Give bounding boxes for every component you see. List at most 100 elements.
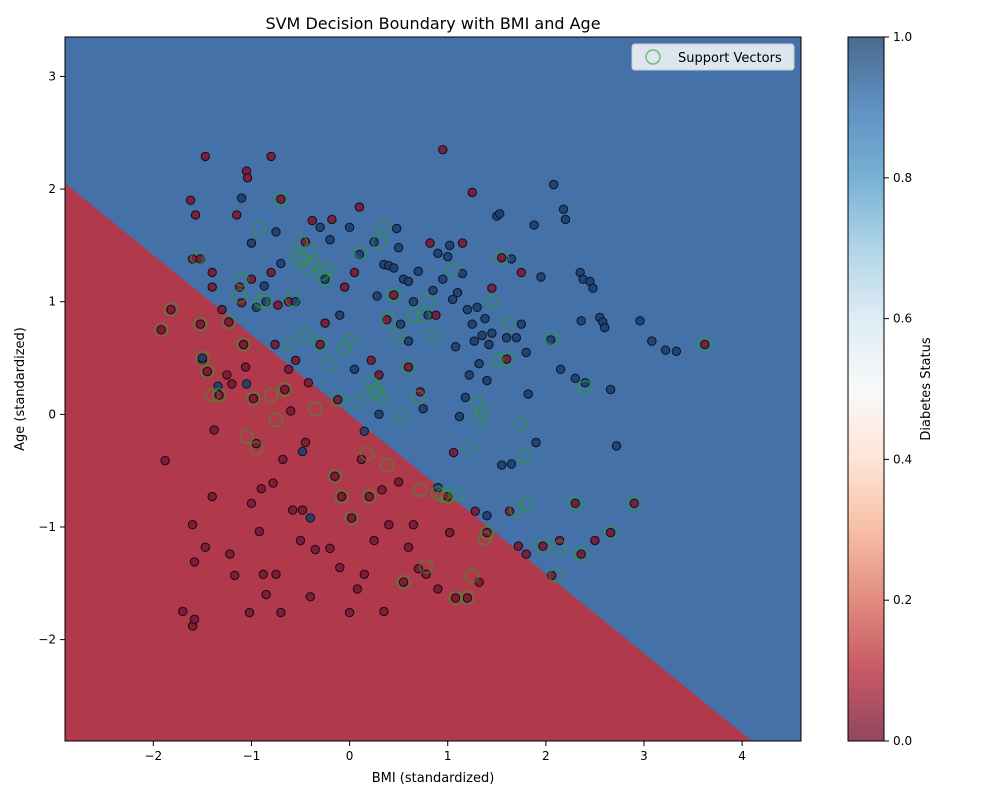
colorbar-tick-label: 0.8 xyxy=(893,171,912,185)
data-point-class1 xyxy=(452,287,463,298)
data-point-class1 xyxy=(472,302,482,313)
colorbar-ticks: 0.0 0.2 0.4 0.6 0.8 1.0 xyxy=(884,30,912,748)
data-point-class0 xyxy=(570,498,580,509)
data-point-class0 xyxy=(379,606,389,617)
data-point-class0 xyxy=(222,370,232,380)
data-point-class0 xyxy=(300,437,311,448)
data-point-class0 xyxy=(335,562,345,573)
support-vector-marker xyxy=(327,468,343,484)
y-tick-label: 2 xyxy=(48,182,56,196)
data-point-class0 xyxy=(256,483,266,494)
class1-points xyxy=(197,179,682,523)
y-axis: −2 −1 0 1 2 3 xyxy=(38,69,65,647)
data-point-class0 xyxy=(605,527,616,538)
support-vector-marker xyxy=(307,401,323,417)
data-point-class1 xyxy=(241,379,252,389)
data-point-class0 xyxy=(364,491,374,502)
support-vector-marker xyxy=(474,404,490,420)
support-vector-marker xyxy=(288,249,303,264)
y-tick-label: 1 xyxy=(48,295,56,309)
support-vector-marker xyxy=(312,337,328,352)
data-point-class0 xyxy=(189,557,200,567)
data-point-class1 xyxy=(501,333,512,343)
support-vector-marker xyxy=(249,440,264,456)
support-vector-marker xyxy=(298,328,313,343)
data-point-class1 xyxy=(344,222,355,233)
data-point-class1 xyxy=(391,223,402,234)
support-vector-marker xyxy=(342,333,357,349)
support-vector-marker xyxy=(253,294,269,310)
data-point-class0 xyxy=(248,393,259,404)
support-vector-marker xyxy=(552,539,567,555)
data-point-class0 xyxy=(487,283,497,293)
support-vector-marker xyxy=(577,380,593,395)
x-tick-label: 3 xyxy=(640,749,648,763)
x-axis: −2 −1 0 1 2 3 4 xyxy=(144,741,746,763)
support-vector-marker xyxy=(211,387,227,403)
data-point-class1 xyxy=(576,316,586,326)
data-point-class1 xyxy=(588,283,598,293)
data-point-class0 xyxy=(393,477,404,487)
data-point-class1 xyxy=(433,248,443,258)
support-vector-marker xyxy=(418,559,434,574)
colorbar-tick-label: 0.0 xyxy=(893,734,912,748)
support-vector-marker xyxy=(153,322,169,338)
data-point-class0 xyxy=(315,339,325,350)
data-point-class1 xyxy=(325,235,335,245)
support-vector-marker xyxy=(410,390,426,405)
data-point-class0 xyxy=(207,282,217,292)
data-point-class1 xyxy=(454,411,465,422)
data-point-class1 xyxy=(474,358,484,369)
data-point-class0 xyxy=(305,592,316,602)
support-vector-marker xyxy=(548,568,563,583)
x-tick-label: 1 xyxy=(444,749,452,763)
data-point-class0 xyxy=(433,584,443,594)
support-vector-marker xyxy=(535,538,551,554)
data-point-class1 xyxy=(536,272,546,282)
data-point-class1 xyxy=(408,297,419,307)
support-vector-marker xyxy=(239,429,254,445)
support-vector-marker xyxy=(450,488,465,503)
data-point-class1 xyxy=(428,285,438,296)
data-point-class1 xyxy=(276,258,286,269)
support-vector-marker xyxy=(462,440,477,456)
y-tick-label: −2 xyxy=(38,633,56,647)
support-vector-marker xyxy=(448,590,463,606)
data-point-class1 xyxy=(516,319,527,329)
data-point-class0 xyxy=(700,339,710,350)
support-vector-marker xyxy=(484,294,500,310)
data-point-class0 xyxy=(156,325,166,335)
data-point-class0 xyxy=(457,238,468,248)
support-vector-marker xyxy=(697,337,713,352)
data-point-class1 xyxy=(484,339,494,350)
support-vector-marker xyxy=(391,328,406,343)
support-vector-marker xyxy=(293,234,308,250)
data-point-class1 xyxy=(438,274,448,284)
support-vector-marker xyxy=(273,191,289,207)
colorbar-tick-label: 1.0 xyxy=(893,30,912,44)
data-point-class1 xyxy=(605,384,616,395)
data-point-class0 xyxy=(516,267,527,278)
data-point-class1 xyxy=(506,459,517,469)
support-vector-marker xyxy=(518,497,534,512)
support-vector-marker xyxy=(573,546,589,562)
data-point-class0 xyxy=(346,513,357,523)
data-point-class0 xyxy=(200,151,211,162)
data-point-class0 xyxy=(403,362,414,372)
data-point-class0 xyxy=(333,395,343,405)
data-point-class0 xyxy=(246,498,257,509)
support-vector-marker xyxy=(603,525,618,540)
data-point-class1 xyxy=(558,204,569,215)
data-point-class0 xyxy=(280,384,290,395)
data-point-class1 xyxy=(511,333,522,343)
support-vector-marker xyxy=(334,489,350,504)
data-point-class0 xyxy=(377,485,387,495)
y-tick-label: 3 xyxy=(48,69,56,83)
data-point-class0 xyxy=(366,355,376,365)
data-point-class0 xyxy=(271,569,281,579)
support-vector-marker xyxy=(440,489,456,504)
data-point-class0 xyxy=(384,520,394,530)
data-point-class1 xyxy=(580,378,590,388)
data-point-class0 xyxy=(290,355,301,365)
